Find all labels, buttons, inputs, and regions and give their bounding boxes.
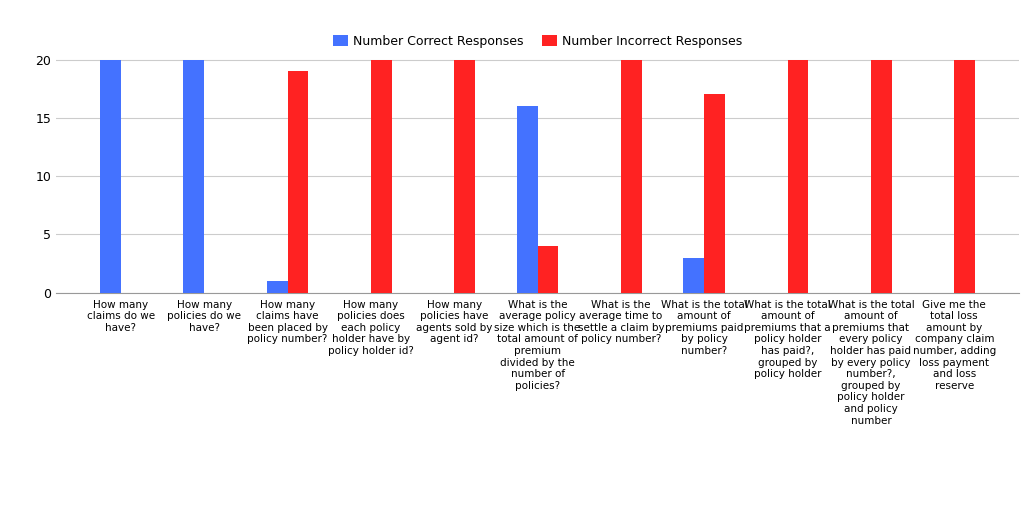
Bar [683,257,705,293]
Bar [266,281,288,293]
Bar [183,60,204,293]
Bar [455,60,475,293]
Bar [538,246,558,293]
Bar [371,60,392,293]
Bar [787,60,809,293]
Bar [871,60,892,293]
Bar [100,60,121,293]
Bar [705,95,725,293]
Bar [621,60,642,293]
Bar [288,71,308,293]
Legend: Number Correct Responses, Number Incorrect Responses: Number Correct Responses, Number Incorre… [328,30,748,53]
Bar [954,60,975,293]
Bar [517,106,538,293]
